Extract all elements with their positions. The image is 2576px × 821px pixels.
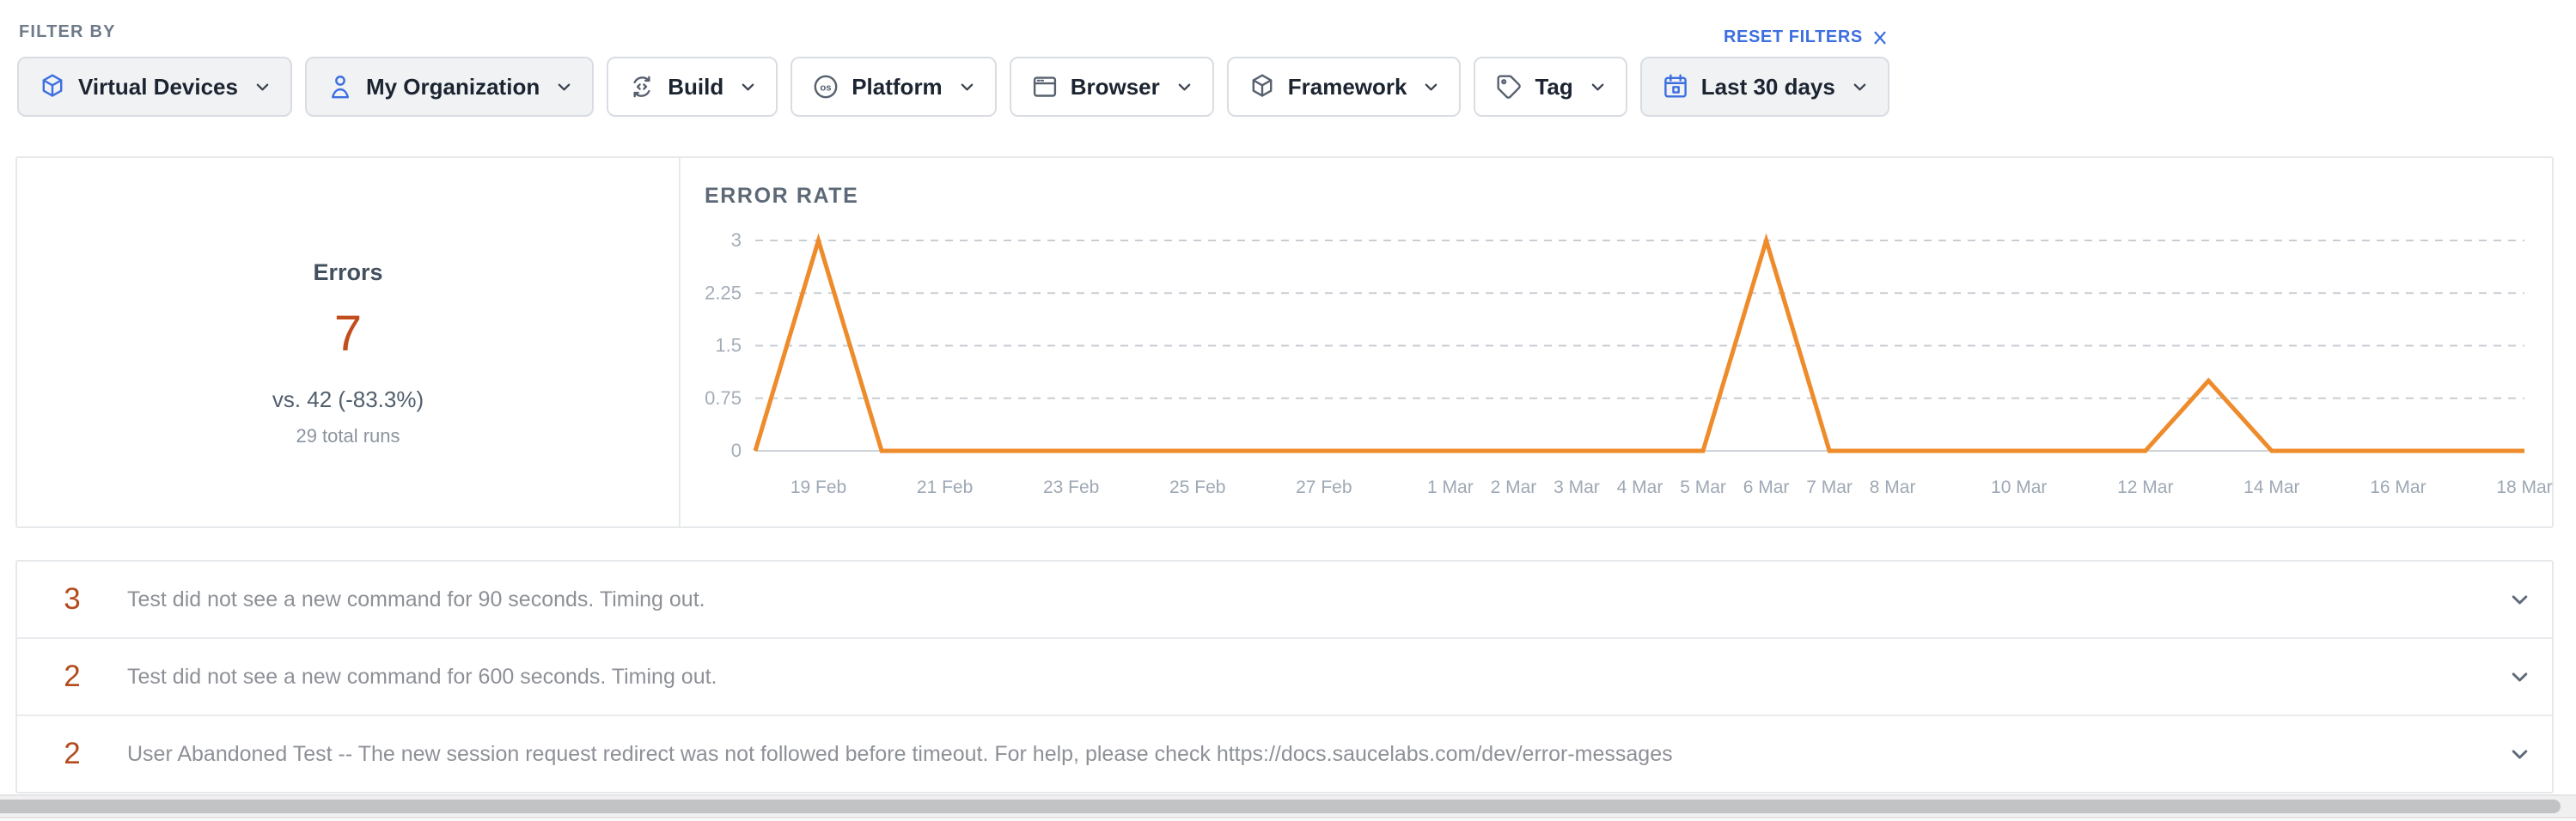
framework-cube-icon [1248,72,1277,101]
svg-text:23 Feb: 23 Feb [1043,477,1099,497]
chip-label: Virtual Devices [78,73,238,100]
chip-label: Framework [1287,73,1407,100]
chip-label: Last 30 days [1700,73,1835,100]
error-message: Test did not see a new command for 600 s… [127,664,717,689]
error-row[interactable]: 2 Test did not see a new command for 600 … [17,637,2552,715]
cube-icon [38,72,67,101]
svg-text:2 Mar: 2 Mar [1491,477,1537,497]
error-rate-line-chart: 0 0.75 1.5 2.25 3 19 Feb 21 Feb 23 Feb 25 Feb 27 … [705,229,2553,497]
svg-text:2.25: 2.25 [705,282,742,303]
filter-chip-platform[interactable]: os Platform [791,57,997,117]
errors-summary-panel: Errors 7 vs. 42 (-83.3%) 29 total runs [17,158,681,526]
errors-summary-comparison: vs. 42 (-83.3%) [272,386,424,412]
chevron-down-icon [253,78,272,96]
errors-summary-title: Errors [313,259,383,285]
error-messages-list: 3 Test did not see a new command for 90 s… [15,560,2554,794]
svg-text:21 Feb: 21 Feb [917,477,973,497]
svg-text:0: 0 [731,440,742,461]
chip-label: Build [668,73,724,100]
svg-text:3: 3 [731,229,742,251]
svg-text:8 Mar: 8 Mar [1870,477,1916,497]
chip-label: Browser [1070,73,1160,100]
reset-filters-label: RESET FILTERS [1723,27,1863,46]
chevron-down-icon [1589,78,1607,96]
browser-icon [1030,72,1059,101]
chevron-down-icon[interactable] [2508,743,2531,766]
svg-text:5 Mar: 5 Mar [1680,477,1726,497]
error-count: 2 [64,737,81,770]
error-count: 2 [64,660,81,693]
error-message: Test did not see a new command for 90 se… [127,587,705,611]
errors-overview-card: Errors 7 vs. 42 (-83.3%) 29 total runs E… [15,156,2554,528]
svg-text:os: os [821,82,832,93]
svg-text:3 Mar: 3 Mar [1554,477,1600,497]
error-count: 3 [64,582,81,616]
bottom-edge-strip [0,818,2576,821]
close-icon [1874,31,1886,44]
build-sync-icon [627,72,656,101]
svg-text:1 Mar: 1 Mar [1427,477,1474,497]
error-row[interactable]: 3 Test did not see a new command for 90 s… [17,562,2552,637]
filter-chip-tag[interactable]: Tag [1474,57,1627,117]
svg-text:16 Mar: 16 Mar [2370,477,2426,497]
chart-title: ERROR RATE [705,184,859,208]
filter-chip-row: Virtual Devices My Organization Build os Pla… [17,57,1889,117]
svg-text:18 Mar: 18 Mar [2496,477,2552,497]
reset-filters-link[interactable]: RESET FILTERS [1724,27,1889,47]
error-rate-chart: ERROR RATE 0 0.75 1.5 2.25 3 19 Feb 21 Feb 23 F… [681,158,2553,526]
svg-text:7 Mar: 7 Mar [1806,477,1853,497]
filter-chip-my-organization[interactable]: My Organization [304,57,595,117]
svg-text:19 Feb: 19 Feb [791,477,846,497]
filter-chip-framework[interactable]: Framework [1226,57,1462,117]
chevron-down-icon [1175,78,1193,96]
svg-text:10 Mar: 10 Mar [1991,477,2047,497]
chevron-down-icon [1851,78,1869,96]
person-icon [326,72,355,101]
chip-label: Platform [852,73,943,100]
calendar-icon [1661,72,1690,101]
chevron-down-icon [555,78,573,96]
filter-chip-build[interactable]: Build [607,57,778,117]
svg-text:12 Mar: 12 Mar [2117,477,2173,497]
chip-label: Tag [1535,73,1573,100]
svg-text:1.5: 1.5 [715,335,742,356]
chip-label: My Organization [365,73,540,100]
svg-text:6 Mar: 6 Mar [1743,477,1790,497]
error-row[interactable]: 2 User Abandoned Test -- The new session … [17,715,2552,792]
filter-chip-virtual-devices[interactable]: Virtual Devices [17,57,292,117]
filter-chip-browser[interactable]: Browser [1009,57,1214,117]
chevron-down-icon[interactable] [2508,588,2531,611]
filter-by-label: FILTER BY [19,22,116,41]
error-message: User Abandoned Test -- The new session r… [127,741,1673,766]
svg-text:27 Feb: 27 Feb [1296,477,1352,497]
svg-text:14 Mar: 14 Mar [2243,477,2299,497]
svg-text:25 Feb: 25 Feb [1169,477,1225,497]
chevron-down-icon[interactable] [2508,666,2531,689]
errors-summary-value: 7 [333,306,363,362]
svg-text:0.75: 0.75 [705,387,742,409]
chevron-down-icon [1422,78,1440,96]
svg-text:4 Mar: 4 Mar [1617,477,1663,497]
os-icon: os [811,72,840,101]
chevron-down-icon [739,78,757,96]
errors-summary-total-runs: 29 total runs [296,425,400,447]
filter-chip-last-30-days[interactable]: Last 30 days [1639,57,1889,117]
horizontal-scrollbar-track[interactable] [0,794,2576,818]
horizontal-scrollbar-thumb[interactable] [0,800,2561,813]
chevron-down-icon [958,78,976,96]
tag-icon [1494,72,1523,101]
